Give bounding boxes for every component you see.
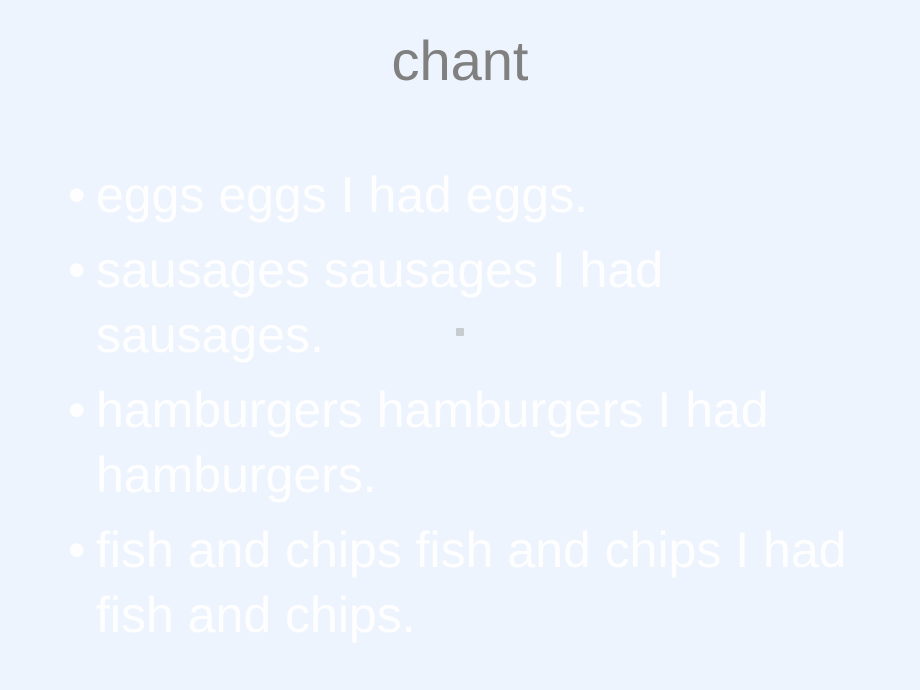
list-item: hamburgers hamburgers I had hamburgers. — [68, 378, 880, 508]
list-item: fish and chips fish and chips I had fish… — [68, 518, 880, 648]
list-item: eggs eggs I had eggs. — [68, 163, 880, 228]
list-item: sausages sausages I had sausages. — [68, 238, 880, 368]
bullet-list: eggs eggs I had eggs. sausages sausages … — [40, 163, 880, 648]
slide-title: chant — [40, 28, 880, 93]
slide-container: chant eggs eggs I had eggs. sausages sau… — [0, 0, 920, 690]
center-marker — [456, 328, 464, 336]
